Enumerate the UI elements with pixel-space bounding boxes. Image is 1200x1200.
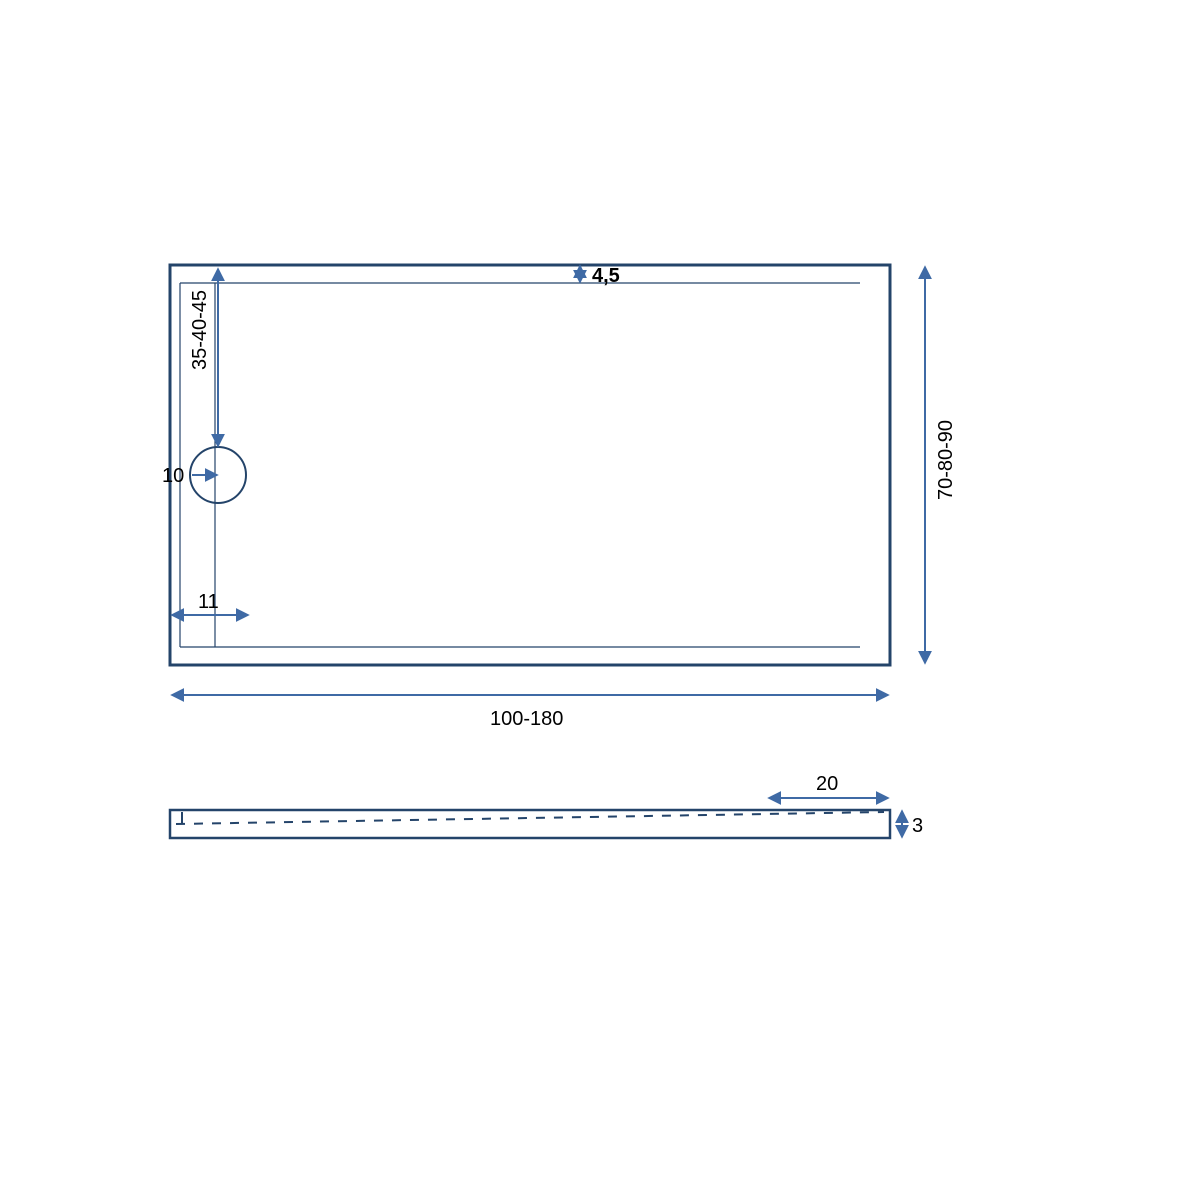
dim-height-label: 70-80-90: [935, 420, 957, 500]
topview-outer-rect: [170, 265, 890, 665]
sideview-rect: [170, 810, 890, 838]
dim-width-label: 100-180: [490, 708, 563, 730]
dim-thickness-label: 3: [912, 815, 923, 837]
dim-side-right-label: 20: [816, 773, 838, 795]
sideview-slope: [176, 812, 884, 824]
dim-top-gap-label: 4,5: [592, 265, 620, 287]
dim-drain-offset-label: 35-40-45: [189, 290, 211, 370]
technical-drawing: 4,5 35-40-45 10 11 100-180 70-80-90 20 3: [0, 0, 1200, 1200]
dim-left-inset-label: 11: [198, 591, 219, 613]
dim-drain-diam-label: 10: [162, 465, 184, 487]
